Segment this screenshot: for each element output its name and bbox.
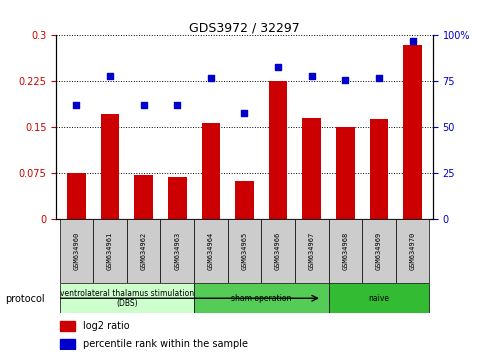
Bar xyxy=(395,219,428,283)
Bar xyxy=(294,219,328,283)
Bar xyxy=(335,127,354,219)
Bar xyxy=(201,122,220,219)
Bar xyxy=(302,118,320,219)
Text: protocol: protocol xyxy=(5,294,44,304)
Point xyxy=(106,73,114,79)
Bar xyxy=(101,114,119,219)
Point xyxy=(140,103,147,108)
Bar xyxy=(235,181,253,219)
Text: percentile rank within the sample: percentile rank within the sample xyxy=(82,339,247,349)
Bar xyxy=(126,219,160,283)
Text: GSM634967: GSM634967 xyxy=(308,232,314,270)
Point xyxy=(307,73,315,79)
Text: GSM634961: GSM634961 xyxy=(107,232,113,270)
Bar xyxy=(328,283,428,313)
Bar xyxy=(93,219,126,283)
Title: GDS3972 / 32297: GDS3972 / 32297 xyxy=(189,21,299,34)
Bar xyxy=(194,219,227,283)
Bar xyxy=(369,119,387,219)
Bar xyxy=(403,45,421,219)
Point xyxy=(341,77,348,82)
Text: GSM634962: GSM634962 xyxy=(141,232,146,270)
Bar xyxy=(227,219,261,283)
Bar xyxy=(362,219,395,283)
Bar xyxy=(160,219,194,283)
Text: GSM634966: GSM634966 xyxy=(275,232,281,270)
Text: GSM634969: GSM634969 xyxy=(375,232,381,270)
Point xyxy=(240,110,248,115)
Point xyxy=(72,103,80,108)
Point xyxy=(173,103,181,108)
Bar xyxy=(60,283,194,313)
Text: GSM634963: GSM634963 xyxy=(174,232,180,270)
Text: naive: naive xyxy=(368,294,388,303)
Text: sham operation: sham operation xyxy=(231,294,291,303)
Point xyxy=(408,38,416,44)
Text: GSM634965: GSM634965 xyxy=(241,232,247,270)
Text: GSM634970: GSM634970 xyxy=(409,232,415,270)
Point xyxy=(206,75,214,81)
Bar xyxy=(168,177,186,219)
Bar xyxy=(134,175,153,219)
Bar xyxy=(60,219,93,283)
Bar xyxy=(261,219,294,283)
Text: GSM634964: GSM634964 xyxy=(207,232,213,270)
Text: ventrolateral thalamus stimulation
(DBS): ventrolateral thalamus stimulation (DBS) xyxy=(60,289,194,308)
Bar xyxy=(60,321,75,331)
Bar xyxy=(268,81,287,219)
Bar xyxy=(60,339,75,349)
Bar xyxy=(194,283,328,313)
Point xyxy=(374,75,382,81)
Bar xyxy=(67,173,85,219)
Bar xyxy=(328,219,362,283)
Point xyxy=(274,64,282,69)
Text: GSM634960: GSM634960 xyxy=(73,232,79,270)
Text: log2 ratio: log2 ratio xyxy=(82,321,129,331)
Text: GSM634968: GSM634968 xyxy=(342,232,347,270)
